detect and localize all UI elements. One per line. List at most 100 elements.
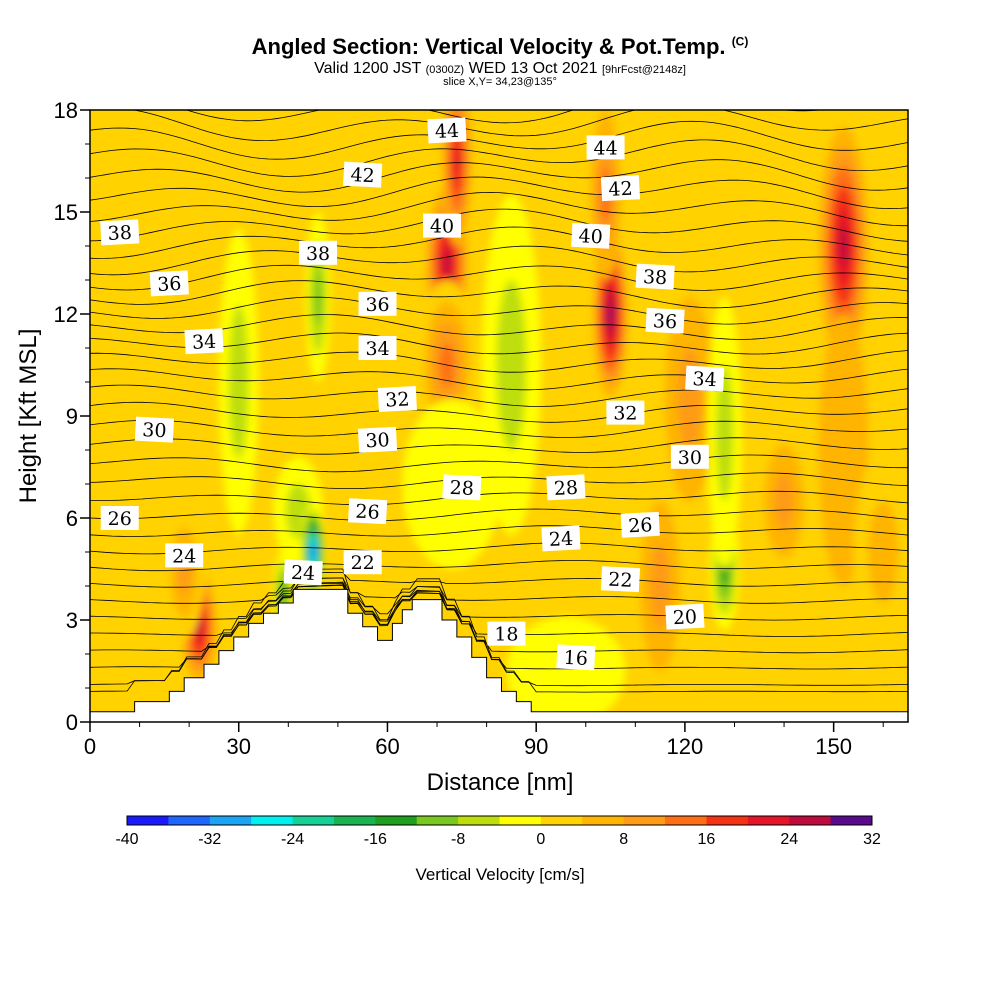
contour-label: 38 bbox=[635, 263, 675, 290]
isentrope-line bbox=[90, 314, 908, 340]
contour-label-box bbox=[100, 219, 140, 246]
contour-label-text: 26 bbox=[108, 508, 132, 530]
contour-label-box bbox=[149, 270, 189, 297]
y-tick-label: 3 bbox=[66, 608, 78, 633]
contour-label-text: 18 bbox=[494, 624, 518, 646]
velocity-cell bbox=[443, 250, 451, 276]
contour-label-box bbox=[600, 566, 641, 593]
contour-label: 34 bbox=[358, 336, 397, 360]
colorbar-segment bbox=[333, 816, 376, 825]
contour-label: 34 bbox=[685, 365, 725, 392]
isentrope-line bbox=[90, 419, 908, 438]
colorbar-segment bbox=[209, 816, 252, 825]
contour-label-box bbox=[427, 117, 467, 144]
colorbar-tick-label: -32 bbox=[198, 831, 221, 848]
x-axis-label: Distance [nm] bbox=[427, 769, 574, 796]
colorbar-segment bbox=[830, 816, 872, 825]
contour-label: 28 bbox=[546, 474, 586, 501]
contour-label-text: 28 bbox=[449, 477, 474, 500]
colorbar-tick-label: -40 bbox=[115, 831, 138, 848]
isentrope-line bbox=[90, 454, 908, 473]
y-axis: 0 3 6 9 12 15 18 bbox=[54, 98, 90, 735]
contour-label-text: 22 bbox=[608, 569, 633, 592]
contour-label-box bbox=[100, 506, 139, 530]
contour-label: 34 bbox=[184, 328, 224, 355]
contour-label: 42 bbox=[343, 161, 383, 188]
terrain-profile bbox=[90, 588, 908, 722]
contour-label-text: 20 bbox=[672, 606, 697, 629]
contour-label: 44 bbox=[586, 135, 625, 160]
colorbar-segment bbox=[168, 816, 211, 825]
contour-label: 42 bbox=[600, 175, 641, 202]
isentrope-line bbox=[90, 560, 908, 572]
isentrope-line bbox=[90, 542, 908, 555]
contour-label-box bbox=[348, 498, 388, 525]
contour-label-box bbox=[358, 336, 397, 360]
y-tick-label: 15 bbox=[54, 200, 78, 225]
contour-labels: 44 44 42 42 40 40 38 38 38 36 36 36 34 34 34 32 32 30 30 30… bbox=[100, 117, 725, 671]
isentrope-line bbox=[90, 472, 908, 489]
contour-label-text: 24 bbox=[548, 528, 573, 551]
y-tick-label: 12 bbox=[54, 302, 78, 327]
contour-label: 24 bbox=[283, 559, 323, 586]
contour-label-box bbox=[487, 621, 526, 646]
velocity-cell bbox=[311, 546, 316, 558]
contour-label-box bbox=[165, 543, 204, 568]
velocity-cell bbox=[677, 348, 703, 450]
contour-label-text: 28 bbox=[553, 477, 578, 500]
contour-label-box bbox=[343, 550, 382, 575]
contour-label-text: 36 bbox=[652, 310, 677, 333]
isentrope-line bbox=[90, 384, 908, 407]
velocity-cell bbox=[868, 501, 899, 603]
colorbar-segment bbox=[251, 816, 294, 825]
contour-label-box bbox=[442, 474, 482, 501]
contour-label-box bbox=[685, 365, 725, 392]
colorbar-tick-label: 16 bbox=[698, 831, 716, 848]
contour-label-text: 22 bbox=[351, 552, 375, 574]
colorbar-segment bbox=[458, 816, 500, 825]
velocity-cell bbox=[453, 144, 460, 178]
isentrope-line bbox=[90, 581, 908, 621]
contour-label-text: 34 bbox=[692, 368, 717, 391]
isentrope-line bbox=[90, 401, 908, 423]
contour-label-text: 26 bbox=[628, 514, 653, 537]
contour-label-text: 32 bbox=[613, 403, 637, 425]
contour-label-box bbox=[357, 426, 398, 453]
contour-label-box bbox=[541, 525, 581, 552]
colorbar-segment bbox=[127, 816, 169, 825]
isentrope-line bbox=[90, 280, 908, 309]
contour-label-box bbox=[600, 175, 641, 202]
velocity-cell bbox=[774, 472, 794, 530]
contour-label-box bbox=[184, 328, 224, 355]
contour-label-text: 30 bbox=[142, 419, 167, 442]
isentrope-line bbox=[90, 208, 908, 242]
colorbar-segment bbox=[706, 816, 749, 825]
contour-label: 32 bbox=[606, 400, 645, 425]
colorbar-tick-label: 8 bbox=[619, 831, 628, 848]
contour-label-box bbox=[546, 474, 586, 501]
isentrope-line bbox=[90, 525, 908, 537]
contour-label-box bbox=[606, 400, 645, 425]
contour-label-text: 42 bbox=[350, 164, 375, 187]
contour-label-text: 30 bbox=[365, 429, 390, 452]
chart-valid-time: Valid 1200 JST (0300Z) WED 13 Oct 2021 [… bbox=[314, 60, 686, 77]
x-tick-label: 120 bbox=[667, 734, 704, 759]
x-tick-label: 150 bbox=[815, 734, 852, 759]
contour-label-box bbox=[670, 444, 709, 469]
colorbar-frame bbox=[126, 815, 873, 826]
velocity-cell bbox=[506, 616, 626, 722]
colorbar-tick-label: -16 bbox=[364, 831, 387, 848]
isentrope-line bbox=[90, 582, 908, 670]
contour-label-text: 42 bbox=[608, 178, 633, 201]
contour-label: 38 bbox=[100, 219, 140, 246]
contour-label-box bbox=[571, 222, 611, 249]
isentrope-line bbox=[90, 584, 908, 654]
isentrope-line bbox=[90, 296, 908, 325]
x-tick-label: 90 bbox=[524, 734, 548, 759]
y-tick-label: 18 bbox=[54, 98, 78, 123]
velocity-cell bbox=[496, 280, 527, 450]
contour-label-box bbox=[635, 263, 675, 290]
contour-label: 30 bbox=[670, 444, 709, 469]
y-tick-label: 6 bbox=[66, 506, 78, 531]
contour-label-text: 34 bbox=[191, 331, 216, 354]
